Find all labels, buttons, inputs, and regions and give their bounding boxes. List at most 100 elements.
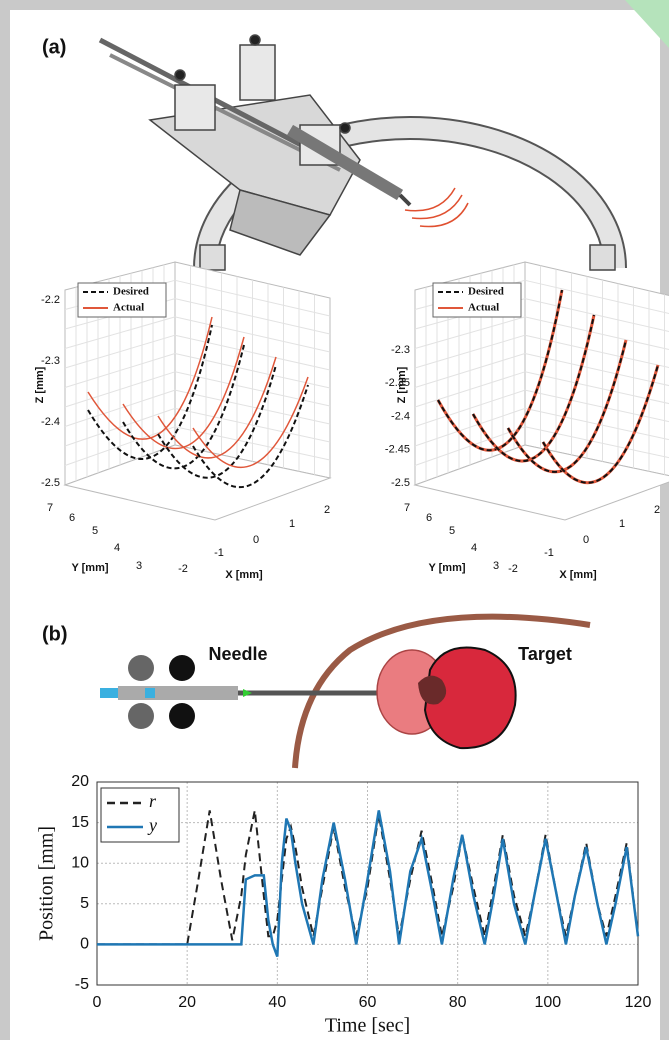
floor <box>413 444 669 521</box>
x-axis-label: Time [sec] <box>325 1015 410 1037</box>
grid-3d <box>414 407 526 447</box>
grid-3d <box>524 371 669 405</box>
x-tick-label: 2 <box>324 504 330 516</box>
legend-label: Actual <box>468 302 499 314</box>
y-tick-label: 15 <box>71 814 89 831</box>
panel-label: (b) <box>42 623 68 645</box>
x-tick-label: 2 <box>654 504 660 516</box>
grid-3d <box>414 426 526 466</box>
desired-curve <box>157 364 277 479</box>
grid-3d <box>64 371 176 408</box>
y-tick-label: 20 <box>71 773 89 790</box>
desired-curve <box>87 324 213 460</box>
z-tick-label: -2.5 <box>41 477 60 489</box>
grid-3d <box>174 389 331 425</box>
actual-curve <box>122 336 245 450</box>
z-tick-label: -2.3 <box>391 344 410 356</box>
grid-3d <box>524 426 669 459</box>
grid-3d <box>64 389 176 427</box>
y-tick-label: 5 <box>449 525 455 537</box>
x-tick-label: -1 <box>544 547 554 559</box>
grid-3d <box>64 426 176 466</box>
plot-frame <box>96 781 639 986</box>
grid-3d <box>524 407 669 441</box>
x-tick-label: -1 <box>214 547 224 559</box>
actual-curve <box>192 376 309 468</box>
x-tick-label: 60 <box>359 994 377 1011</box>
y-tick-label: 7 <box>47 502 53 514</box>
x-tick-label: 1 <box>619 518 625 530</box>
legend-label: r <box>149 791 157 811</box>
z-tick-label: -2.4 <box>41 416 60 428</box>
y-tick-label: 7 <box>404 502 410 514</box>
grid-3d <box>414 371 526 408</box>
legend-label: y <box>147 815 157 835</box>
plot-3d: Desired Actual -2.2 -2.3 -2.4 -2.5 7 6 5 4 3 -2 -1 0 1… <box>34 261 332 581</box>
legend-box <box>77 282 167 318</box>
x-tick-label: 0 <box>93 994 102 1011</box>
x-tick-label: 120 <box>625 994 652 1011</box>
y-tick-label: 10 <box>71 854 89 871</box>
x-tick-label: 1 <box>289 518 295 530</box>
z-tick-label: -2.2 <box>41 294 60 306</box>
y-tick-label: 3 <box>136 560 142 572</box>
z-tick-label: -2.4 <box>391 410 410 422</box>
desired-curve <box>192 384 309 489</box>
z-tick-label: -2.3 <box>41 355 60 367</box>
grid-3d <box>174 426 331 461</box>
panel-label: (a) <box>42 36 66 58</box>
x-tick-label: 0 <box>253 534 259 546</box>
y-axis-label: Y [mm] <box>71 562 108 574</box>
y-tick-label: 4 <box>471 542 477 554</box>
grid-3d <box>64 407 176 447</box>
x-tick-label: -2 <box>178 563 188 575</box>
x-tick-label: 40 <box>268 994 286 1011</box>
y-axis-label: Position [mm] <box>36 826 58 941</box>
y-tick-label: -5 <box>75 976 89 993</box>
desired-curve <box>437 289 563 452</box>
x-tick-label: 0 <box>583 534 589 546</box>
series-line <box>97 810 640 958</box>
actual-curve <box>157 356 277 459</box>
y-tick-label: 6 <box>426 512 432 524</box>
legend-label: Desired <box>468 286 504 298</box>
grid-3d <box>174 407 331 443</box>
target-label: Target <box>518 644 572 664</box>
z-axis-label: Z [mm] <box>396 366 408 403</box>
corner-decoration <box>625 0 669 48</box>
x-axis-label: X [mm] <box>225 569 263 581</box>
y-axis-label: Y [mm] <box>428 562 465 574</box>
y-tick-label: 0 <box>80 936 89 953</box>
x-axis-label: X [mm] <box>559 569 597 581</box>
robot-illustration <box>98 34 627 271</box>
x-tick-label: 20 <box>178 994 196 1011</box>
grid-3d <box>414 389 526 427</box>
desired-curve <box>472 314 595 462</box>
z-tick-label: -2.45 <box>385 444 410 456</box>
legend-box <box>100 787 180 843</box>
y-tick-label: 5 <box>92 525 98 537</box>
z-tick-label: -2.35 <box>385 377 410 389</box>
needle-diagram <box>100 613 591 769</box>
floor <box>63 444 332 521</box>
legend-label: Desired <box>113 286 149 298</box>
x-tick-label: 80 <box>449 994 467 1011</box>
z-tick-label: -2.5 <box>391 477 410 489</box>
y-tick-label: 3 <box>493 560 499 572</box>
legend-label: Actual <box>113 302 144 314</box>
grid-3d <box>174 371 331 407</box>
grid-3d <box>524 389 669 423</box>
legend-box <box>432 282 522 318</box>
y-tick-label: 5 <box>80 895 89 912</box>
needle-label: Needle <box>208 644 267 664</box>
z-axis-label: Z [mm] <box>34 366 46 403</box>
x-tick-label: 100 <box>534 994 561 1011</box>
desired-curve <box>542 364 659 484</box>
plot-3d: Desired Actual -2.3 -2.35 -2.4 -2.45 -2.5 7 6 5 4 3… <box>385 261 669 581</box>
y-tick-label: 6 <box>69 512 75 524</box>
y-tick-label: 4 <box>114 542 120 554</box>
x-tick-label: -2 <box>508 563 518 575</box>
desired-curve <box>507 339 627 473</box>
